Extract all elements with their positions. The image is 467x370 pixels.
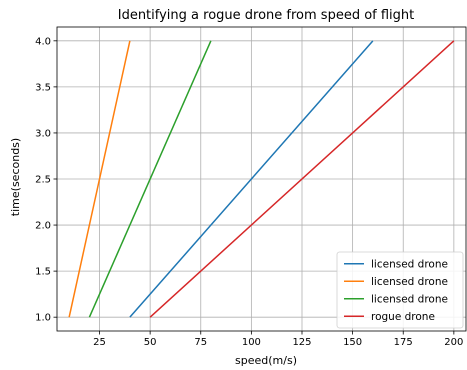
legend-label-2: licensed drone bbox=[371, 293, 448, 305]
series-line-2 bbox=[88, 40, 212, 318]
legend-box bbox=[336, 251, 464, 329]
y-tick-label: 3.5 bbox=[35, 82, 51, 93]
y-tick-label: 1.5 bbox=[35, 267, 51, 278]
x-tick-label: 100 bbox=[242, 337, 261, 348]
chart-title: Identifying a rogue drone from speed of … bbox=[118, 8, 415, 23]
legend-label-3: rogue drone bbox=[371, 311, 435, 323]
series-line-0 bbox=[129, 40, 374, 318]
y-tick-label: 1.0 bbox=[35, 313, 51, 324]
y-axis-ticks: 1.0 1.5 2.0 2.5 3.0 3.5 4.0 bbox=[35, 36, 57, 324]
x-axis-ticks: 25 50 75 100 125 150 175 200 bbox=[93, 331, 463, 348]
x-tick-label: 200 bbox=[444, 337, 463, 348]
legend-label-0: licensed drone bbox=[371, 258, 448, 270]
x-tick-label: 50 bbox=[144, 337, 157, 348]
legend-label-1: licensed drone bbox=[371, 276, 448, 288]
x-tick-label: 125 bbox=[292, 337, 311, 348]
y-tick-label: 3.0 bbox=[35, 128, 51, 139]
series-line-1 bbox=[68, 40, 131, 318]
y-tick-label: 2.5 bbox=[35, 175, 51, 186]
y-tick-label: 2.0 bbox=[35, 221, 51, 232]
legend: licensed drone licensed drone licensed dro… bbox=[336, 251, 464, 329]
y-tick-label: 4.0 bbox=[35, 36, 51, 47]
x-tick-label: 25 bbox=[93, 337, 106, 348]
x-tick-label: 75 bbox=[194, 337, 207, 348]
series-line-3 bbox=[149, 40, 455, 318]
series-lines bbox=[68, 40, 455, 318]
y-axis-label: time(seconds) bbox=[9, 138, 22, 216]
x-tick-label: 150 bbox=[343, 337, 362, 348]
x-axis-label: speed(m/s) bbox=[235, 354, 297, 367]
x-tick-label: 175 bbox=[394, 337, 413, 348]
